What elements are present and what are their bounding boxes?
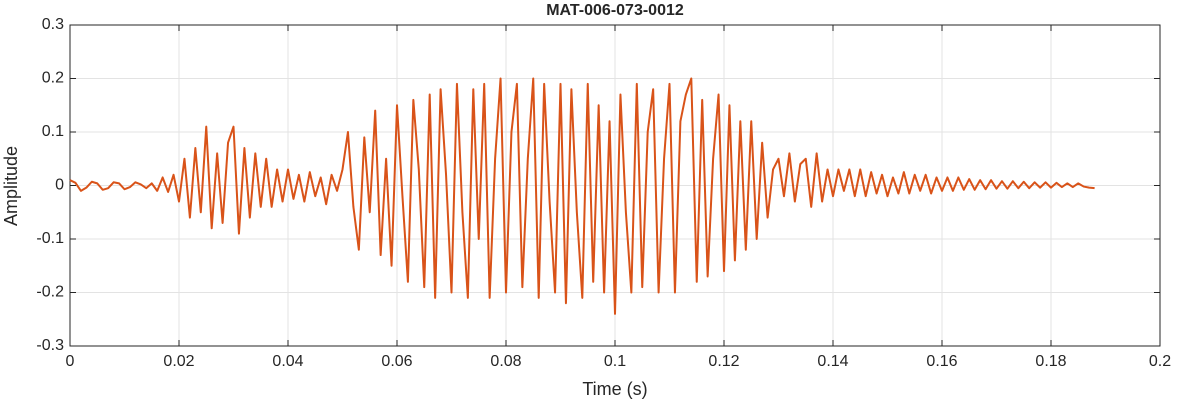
x-tick-label: 0.2 [1149,353,1171,370]
x-tick-label: 0.18 [1035,353,1066,370]
x-tick-label: 0.14 [817,353,848,370]
y-axis-label: Amplitude [1,146,21,226]
x-tick-label: 0.02 [163,353,194,370]
x-tick-label: 0.16 [926,353,957,370]
x-tick-label: 0.1 [604,353,626,370]
y-tick-label: -0.3 [36,337,64,354]
chart-title: MAT-006-073-0012 [546,2,684,19]
y-tick-label: -0.1 [36,230,64,247]
y-tick-label: 0.1 [42,123,64,140]
y-tick-label: 0.3 [42,16,64,33]
y-tick-label: -0.2 [36,284,64,301]
x-tick-label: 0.08 [490,353,521,370]
x-tick-label: 0 [66,353,75,370]
y-tick-label: 0 [55,177,64,194]
y-tick-label: 0.2 [42,70,64,87]
x-tick-label: 0.04 [272,353,303,370]
x-tick-label: 0.06 [381,353,412,370]
x-tick-label: 0.12 [708,353,739,370]
x-axis-label: Time (s) [582,379,647,399]
waveform-line [69,77,1095,315]
axes-box [69,24,1161,347]
